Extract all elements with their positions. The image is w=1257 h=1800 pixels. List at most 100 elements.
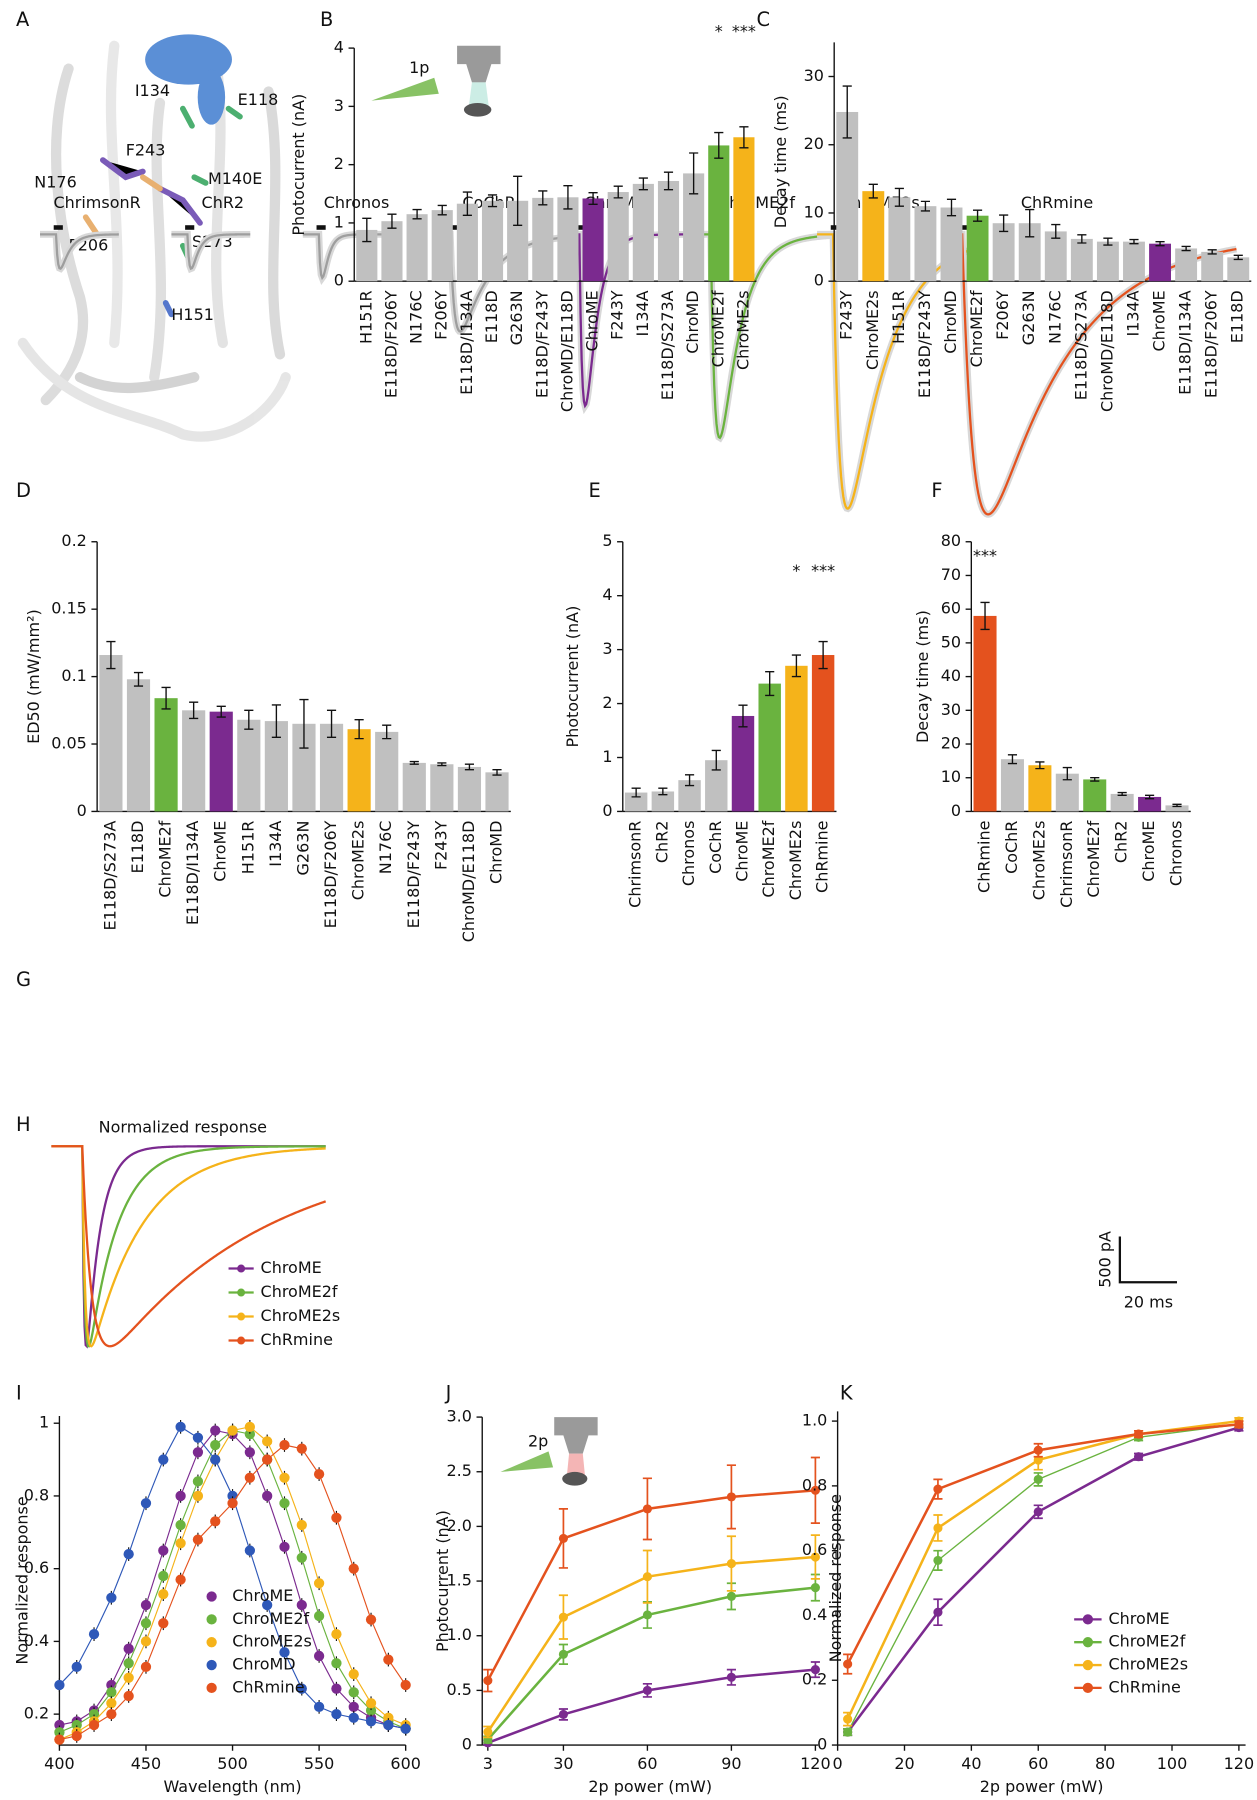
data-point: [348, 1687, 359, 1698]
series-line: [846, 1423, 1240, 1665]
x-tick-label: ChroME2f: [967, 290, 986, 367]
residue-label: I134: [135, 81, 170, 100]
y-tick-label: 0: [462, 1735, 472, 1754]
bar: [1083, 779, 1107, 812]
error-bar: [133, 671, 144, 687]
x-tick-label: ChroME: [583, 290, 602, 351]
y-tick-label: 0.4: [24, 1631, 49, 1650]
y-tick-label: 3: [602, 639, 612, 658]
data-point: [210, 1425, 221, 1436]
error-bar: [563, 184, 573, 210]
data-point: [331, 1708, 342, 1720]
bar: [1227, 257, 1250, 282]
y-tick-label: 0.1: [61, 666, 86, 685]
x-tick-label: N176C: [1045, 290, 1064, 344]
error-bar: [106, 640, 116, 670]
error-bar: [1007, 754, 1018, 765]
bar: [731, 715, 755, 812]
data-point: [843, 1727, 853, 1737]
x-tick-label: 0: [833, 1754, 843, 1773]
data-point: [558, 1612, 568, 1622]
y-tick-label: 0.6: [24, 1558, 49, 1577]
error-bar: [658, 787, 668, 796]
data-point: [227, 1425, 238, 1436]
significance: ***: [811, 561, 835, 580]
error-bar: [842, 85, 852, 139]
bar: [430, 764, 454, 812]
x-tick-label: E118D/S273A: [1071, 290, 1090, 400]
error-bar: [1117, 791, 1127, 796]
data-point: [348, 1712, 359, 1723]
data-point: [158, 1545, 169, 1556]
bar: [1055, 773, 1079, 812]
data-point: [210, 1439, 221, 1451]
bar: [1201, 251, 1224, 282]
x-tick-label: E118D/S273A: [100, 821, 119, 931]
legend-marker: [206, 1591, 217, 1602]
bar: [319, 723, 344, 812]
x-tick-label: F206Y: [432, 290, 451, 340]
y-tick-label: 2.0: [447, 1516, 472, 1535]
x-tick-label: ChroME2s: [1029, 821, 1048, 901]
x-tick-label: ChroME: [1150, 290, 1169, 351]
error-bar: [588, 191, 598, 205]
error-bar: [739, 126, 749, 149]
data-point: [279, 1498, 290, 1509]
error-bar: [1129, 238, 1139, 245]
data-point: [365, 1705, 377, 1716]
inset-label: 1p: [409, 58, 429, 77]
stimulus-bar: [577, 225, 587, 230]
legend-marker: [1082, 1682, 1094, 1694]
panel-letter: C: [756, 8, 770, 31]
legend-marker: [206, 1614, 217, 1625]
x-tick-label: 120: [800, 1754, 831, 1773]
data-point: [54, 1679, 65, 1691]
bar: [678, 780, 701, 812]
error-bar: [244, 709, 254, 730]
data-point: [140, 1618, 152, 1629]
significance: *: [715, 22, 723, 41]
bar: [657, 180, 680, 282]
trace: [39, 233, 119, 271]
data-point: [933, 1523, 943, 1533]
y-tick-label: 0.2: [61, 531, 86, 550]
data-point: [313, 1610, 325, 1622]
x-tick-label: 100: [1157, 1754, 1188, 1773]
legend-label: ChroMD: [232, 1655, 295, 1674]
x-tick-label: ChroME2s: [733, 290, 752, 370]
panel-title: Normalized response: [99, 1117, 267, 1136]
data-point: [933, 1607, 943, 1617]
channel-cavity: [197, 69, 226, 125]
x-tick-label: ChroME2f: [708, 290, 727, 367]
bar: [99, 655, 123, 812]
x-tick-label: E118D/F206Y: [321, 820, 340, 928]
trace-label: ChR2: [202, 193, 245, 212]
x-tick-label: ChRmine: [813, 821, 832, 893]
data-point: [642, 1504, 652, 1514]
bar: [1123, 241, 1145, 282]
series-line: [486, 1489, 816, 1682]
data-point: [383, 1654, 394, 1665]
x-tick-label: E118D/I134A: [457, 290, 476, 395]
x-tick-label: Chronos: [1167, 821, 1186, 887]
bar: [888, 197, 911, 282]
bar: [406, 214, 428, 282]
data-point: [140, 1661, 152, 1673]
x-tick-label: E118D: [1228, 290, 1247, 343]
legend-marker: [237, 1336, 246, 1345]
data-point: [71, 1661, 82, 1673]
bar: [1149, 243, 1171, 282]
y-tick-label: 40: [941, 666, 961, 685]
data-point: [158, 1454, 169, 1465]
y-tick-label: 0.4: [802, 1605, 827, 1624]
data-point: [244, 1421, 255, 1432]
data-point: [123, 1658, 134, 1669]
data-point: [262, 1436, 273, 1447]
error-bar: [972, 209, 983, 222]
x-tick-label: E118D: [128, 821, 147, 874]
error-bar: [326, 709, 337, 738]
y-tick-label: 80: [941, 531, 961, 550]
x-tick-label: ChrimsonR: [1057, 821, 1076, 908]
normalized-curve: [51, 1145, 327, 1348]
legend-label: ChroME: [1108, 1609, 1169, 1628]
